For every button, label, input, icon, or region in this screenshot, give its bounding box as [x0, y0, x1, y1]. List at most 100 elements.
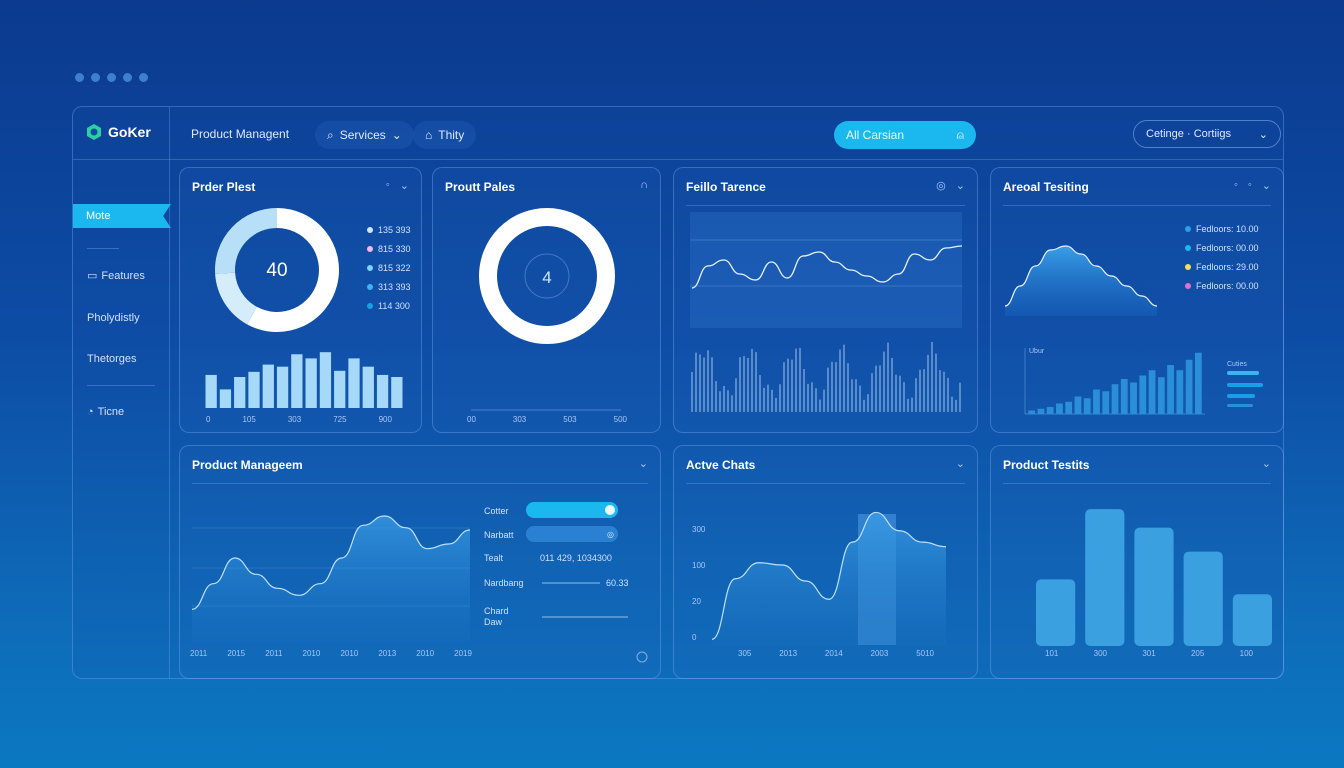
chevron-down-icon[interactable]: ⌄ — [638, 458, 648, 470]
user-icon: ⍝ — [956, 127, 964, 142]
chevron-down-icon[interactable]: ⌄ — [399, 180, 409, 192]
tick-label: 2010 — [340, 649, 359, 658]
tick-label: 2011 — [265, 649, 283, 658]
services-dropdown[interactable]: ⌕ Services ⌄ — [315, 121, 414, 149]
bar — [1176, 370, 1184, 414]
side-label: Cuties — [1227, 361, 1247, 368]
menu-icon[interactable]: ∩ — [640, 179, 648, 191]
logo-icon — [87, 124, 101, 140]
tick-label: 2015 — [227, 649, 246, 658]
bar — [319, 352, 332, 408]
legend-item: 313 393 — [367, 282, 411, 292]
sidebar-item-label: Features — [101, 269, 145, 282]
lock-icon: ⌂ — [425, 128, 433, 142]
metric-label: Tealt — [484, 553, 504, 563]
settings-select[interactable]: Cetinge · Cortiigs ⌄ — [1133, 120, 1281, 148]
info-icon[interactable]: ◦ — [385, 179, 390, 191]
sidebar-item-features[interactable]: ▭ Features — [87, 269, 145, 283]
chevron-down-icon[interactable]: ⌄ — [1261, 180, 1271, 192]
sidebar-item-active[interactable]: Mote — [73, 204, 171, 228]
bar — [248, 371, 260, 408]
card-controls: ◦ ◦ ⌄ — [1234, 179, 1271, 192]
tick-label: 2019 — [454, 649, 472, 658]
bar — [1065, 401, 1073, 414]
bar — [1183, 551, 1223, 646]
chevron-down-icon[interactable]: ⌄ — [955, 180, 965, 192]
card-divider — [686, 483, 965, 484]
card-title: Product Manageem — [192, 458, 303, 472]
features-icon: ▭ — [87, 270, 98, 282]
tick-label: 2011 — [190, 649, 208, 658]
card-title: Feillo Tarence — [686, 180, 766, 194]
sidebar-separator — [87, 248, 119, 249]
donut-center-value: 4 — [542, 268, 551, 287]
card-title: Product Testits — [1003, 458, 1090, 472]
card-areoal-tesiting: Areoal Tesiting ◦ ◦ ⌄ Fedloors: 10.00 Fe… — [990, 167, 1284, 433]
c3-plot — [690, 212, 963, 412]
card-title: Areoal Tesiting — [1003, 180, 1089, 194]
top-bar: GoKer Product Managent ⌕ Services ⌄ ⌂ Th… — [73, 107, 1283, 160]
bar — [276, 366, 289, 408]
sidebar-item-thetorges[interactable]: Thetorges — [87, 353, 137, 365]
caller-toggle[interactable] — [526, 502, 618, 518]
bar — [1093, 389, 1100, 414]
bar — [219, 389, 232, 408]
card-product-testits: Product Testits ⌄ 101 300 301 205 100 — [990, 445, 1284, 679]
sidebar-item-ticne[interactable]: ◔ Ticne — [87, 406, 124, 418]
c7-x-ticks: 101 300 301 205 100 — [1045, 649, 1253, 658]
card-product-manageem: Product Manageem ⌄ 2011 2015 2011 2010 2010 2… — [179, 445, 661, 679]
window-dots — [75, 73, 148, 82]
c6-plot — [711, 511, 947, 645]
bar — [205, 374, 217, 408]
legend-item: Fedloors: 29.00 — [1185, 262, 1259, 272]
metric-value: 60.33 — [606, 578, 629, 588]
bar — [1139, 375, 1147, 414]
thity-button[interactable]: ⌂ Thity — [413, 121, 477, 149]
card-controls: ⌄ — [639, 457, 648, 470]
c6-y-ticks: 300 100 20 0 — [692, 525, 705, 642]
tick-label: 305 — [738, 649, 752, 658]
services-label: Services — [339, 128, 386, 142]
logo[interactable]: GoKer — [85, 123, 151, 141]
chevron-down-icon[interactable]: ⌄ — [1261, 458, 1271, 470]
chevron-down-icon[interactable]: ⌄ — [955, 458, 965, 470]
nav-title[interactable]: Product Managent — [191, 127, 290, 141]
sidebar-item-pholydistly[interactable]: Pholydistly — [87, 312, 140, 324]
area-series — [192, 516, 470, 642]
donut-slice — [247, 208, 339, 332]
settings-icon[interactable]: ◦ — [1233, 179, 1238, 191]
info-icon[interactable]: ◦ — [1247, 179, 1252, 191]
c2-plot: 4 — [471, 208, 621, 411]
cta-button[interactable]: All Carsian ⍝ — [834, 121, 976, 149]
tick-label: 2013 — [378, 649, 397, 658]
bar — [1185, 359, 1193, 414]
tick-label: 20 — [692, 597, 701, 606]
tick-label: 101 — [1045, 649, 1059, 658]
bar — [348, 358, 360, 408]
legend-item: 815 322 — [367, 263, 411, 273]
card-prder-plest: Prder Plest ◦ ⌄ 40 135 393 815 330 815 3… — [179, 167, 422, 433]
search-icon: ⌕ — [327, 127, 334, 142]
bar — [1111, 384, 1119, 414]
line-series — [191, 515, 471, 610]
sidebar-item-label: Thetorges — [87, 353, 137, 365]
bar — [1130, 382, 1137, 414]
donut-slice — [215, 208, 278, 274]
tick-label: 303 — [287, 415, 302, 424]
settings-icon[interactable]: ◎ — [936, 180, 946, 192]
bar — [1083, 398, 1091, 414]
c5-plot — [191, 515, 648, 663]
chevron-down-icon: ⌄ — [1258, 128, 1268, 141]
legend-item: Fedloors: 00.00 — [1185, 281, 1259, 291]
c1-x-ticks: 0 105 303 725 900 — [206, 415, 392, 424]
cta-label: All Carsian — [846, 128, 905, 142]
area-series — [712, 512, 946, 645]
narbat-toggle[interactable]: ◎ — [526, 526, 618, 542]
card-controls: ◦ ⌄ — [386, 179, 409, 192]
settings-select-value: Cetinge · Cortiigs — [1146, 128, 1231, 140]
card-divider — [686, 205, 965, 206]
tick-label: 503 — [563, 415, 577, 424]
legend-item: Fedloors: 00.00 — [1185, 243, 1259, 253]
sidebar-divider — [169, 107, 170, 679]
line-series — [1004, 245, 1158, 307]
